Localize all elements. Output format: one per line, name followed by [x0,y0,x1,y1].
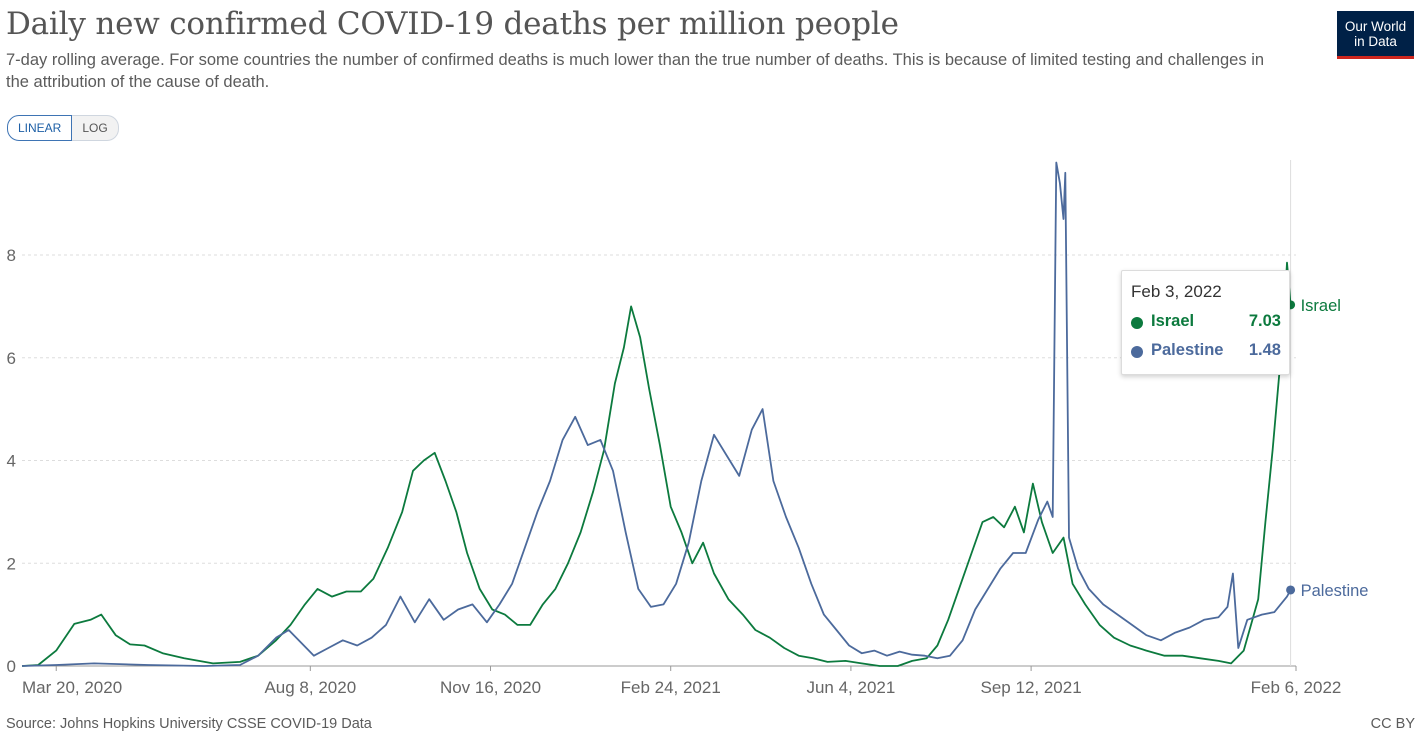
tooltip-date: Feb 3, 2022 [1131,282,1222,301]
license-link[interactable]: CC BY [1370,716,1415,732]
log-scale-button[interactable]: LOG [72,115,119,141]
palestine-dot-icon [1131,346,1143,358]
chart-subtitle: 7-day rolling average. For some countrie… [6,51,1265,91]
x-tick-label: Mar 20, 2020 [22,678,122,697]
x-tick-label: Feb 24, 2021 [621,678,721,697]
tooltip-row-palestine: Palestine 1.48 [1131,340,1281,362]
x-tick-label: Nov 16, 2020 [440,678,541,697]
tooltip-series-value: 7.03 [1248,312,1281,330]
chart-title: Daily new confirmed COVID-19 deaths per … [6,6,899,42]
y-tick-label: 8 [7,246,16,265]
end-marker-palestine [1286,585,1296,595]
hover-tooltip: Feb 3, 2022 Israel 7.03 Palestine 1.48 [1121,270,1290,375]
x-tick-label: Feb 6, 2022 [1251,678,1342,697]
y-tick-label: 6 [7,349,16,368]
series-label-israel: Israel [1301,297,1341,315]
tooltip-series-value: 1.48 [1248,341,1281,359]
x-tick-label: Aug 8, 2020 [264,678,356,697]
series-label-palestine: Palestine [1301,582,1369,600]
linear-scale-button[interactable]: LINEAR [7,115,73,141]
logo-line-2: in Data [1354,33,1397,49]
y-tick-label: 2 [7,554,16,573]
tooltip-series-name: Palestine [1151,341,1224,359]
owid-logo[interactable]: Our World in Data [1337,11,1414,59]
x-tick-label: Jun 4, 2021 [806,678,895,697]
tooltip-series-name: Israel [1151,312,1195,330]
scale-toggle: LINEAR LOG [7,115,119,141]
y-tick-label: 4 [7,452,16,471]
source-note[interactable]: Source: Johns Hopkins University CSSE CO… [6,716,372,732]
x-tick-label: Sep 12, 2021 [981,678,1082,697]
y-tick-label: 0 [7,657,16,676]
series-line-palestine [21,161,1292,667]
tooltip-row-israel: Israel 7.03 [1131,311,1281,333]
logo-line-1: Our World [1344,18,1407,34]
israel-dot-icon [1131,317,1143,329]
